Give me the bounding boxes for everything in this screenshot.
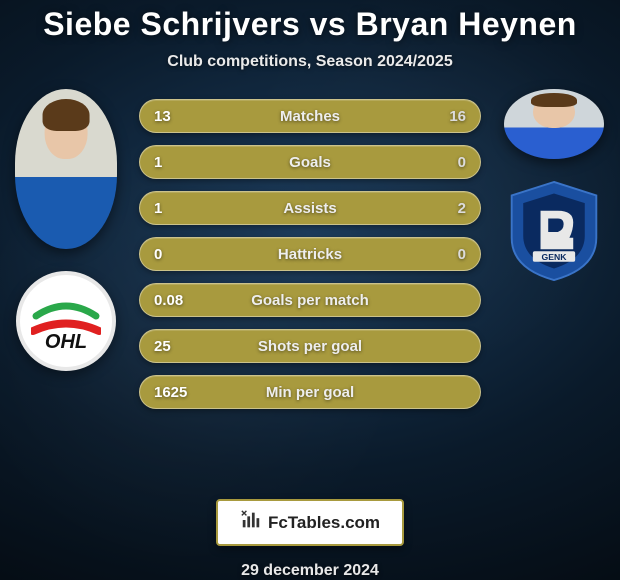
stat-bars-container: 13Matches161Goals01Assists20Hattricks00.… xyxy=(139,99,481,477)
stat-label: Goals xyxy=(198,154,422,171)
club-left-logo: OHL xyxy=(16,271,116,371)
stat-bar: 0.08Goals per match xyxy=(139,283,481,317)
generated-date: 29 december 2024 xyxy=(241,562,379,580)
chart-icon xyxy=(240,509,262,536)
player-left-column: OHL xyxy=(6,89,126,371)
stat-bar: 1Assists2 xyxy=(139,191,481,225)
stat-right-value: 2 xyxy=(422,200,466,217)
brand-badge: FcTables.com xyxy=(216,499,404,546)
stat-bar: 0Hattricks0 xyxy=(139,237,481,271)
stat-bar: 1625Min per goal xyxy=(139,375,481,409)
player-right-column: GENK xyxy=(494,89,614,281)
stat-label: Assists xyxy=(198,200,422,217)
stat-right-value: 0 xyxy=(422,246,466,263)
season-subtitle: Club competitions, Season 2024/2025 xyxy=(167,53,452,71)
stat-right-value: 16 xyxy=(422,108,466,125)
stat-left-value: 0 xyxy=(154,246,198,263)
stat-bar: 25Shots per goal xyxy=(139,329,481,363)
player-right-photo xyxy=(504,89,604,159)
stat-left-value: 13 xyxy=(154,108,198,125)
stat-right-value: 0 xyxy=(422,154,466,171)
stat-bar: 13Matches16 xyxy=(139,99,481,133)
stat-label: Goals per match xyxy=(198,292,422,309)
stat-bar: 1Goals0 xyxy=(139,145,481,179)
brand-text: FcTables.com xyxy=(268,513,380,533)
svg-text:GENK: GENK xyxy=(542,252,568,262)
stat-label: Shots per goal xyxy=(198,338,422,355)
stat-label: Matches xyxy=(198,108,422,125)
stat-left-value: 1 xyxy=(154,154,198,171)
stat-left-value: 25 xyxy=(154,338,198,355)
stat-left-value: 1 xyxy=(154,200,198,217)
stat-left-value: 0.08 xyxy=(154,292,198,309)
club-right-logo: GENK xyxy=(504,181,604,281)
svg-text:OHL: OHL xyxy=(45,331,87,353)
comparison-title: Siebe Schrijvers vs Bryan Heynen xyxy=(43,6,577,43)
player-left-photo xyxy=(15,89,117,249)
stat-label: Hattricks xyxy=(198,246,422,263)
stat-label: Min per goal xyxy=(198,384,422,401)
stat-left-value: 1625 xyxy=(154,384,198,401)
